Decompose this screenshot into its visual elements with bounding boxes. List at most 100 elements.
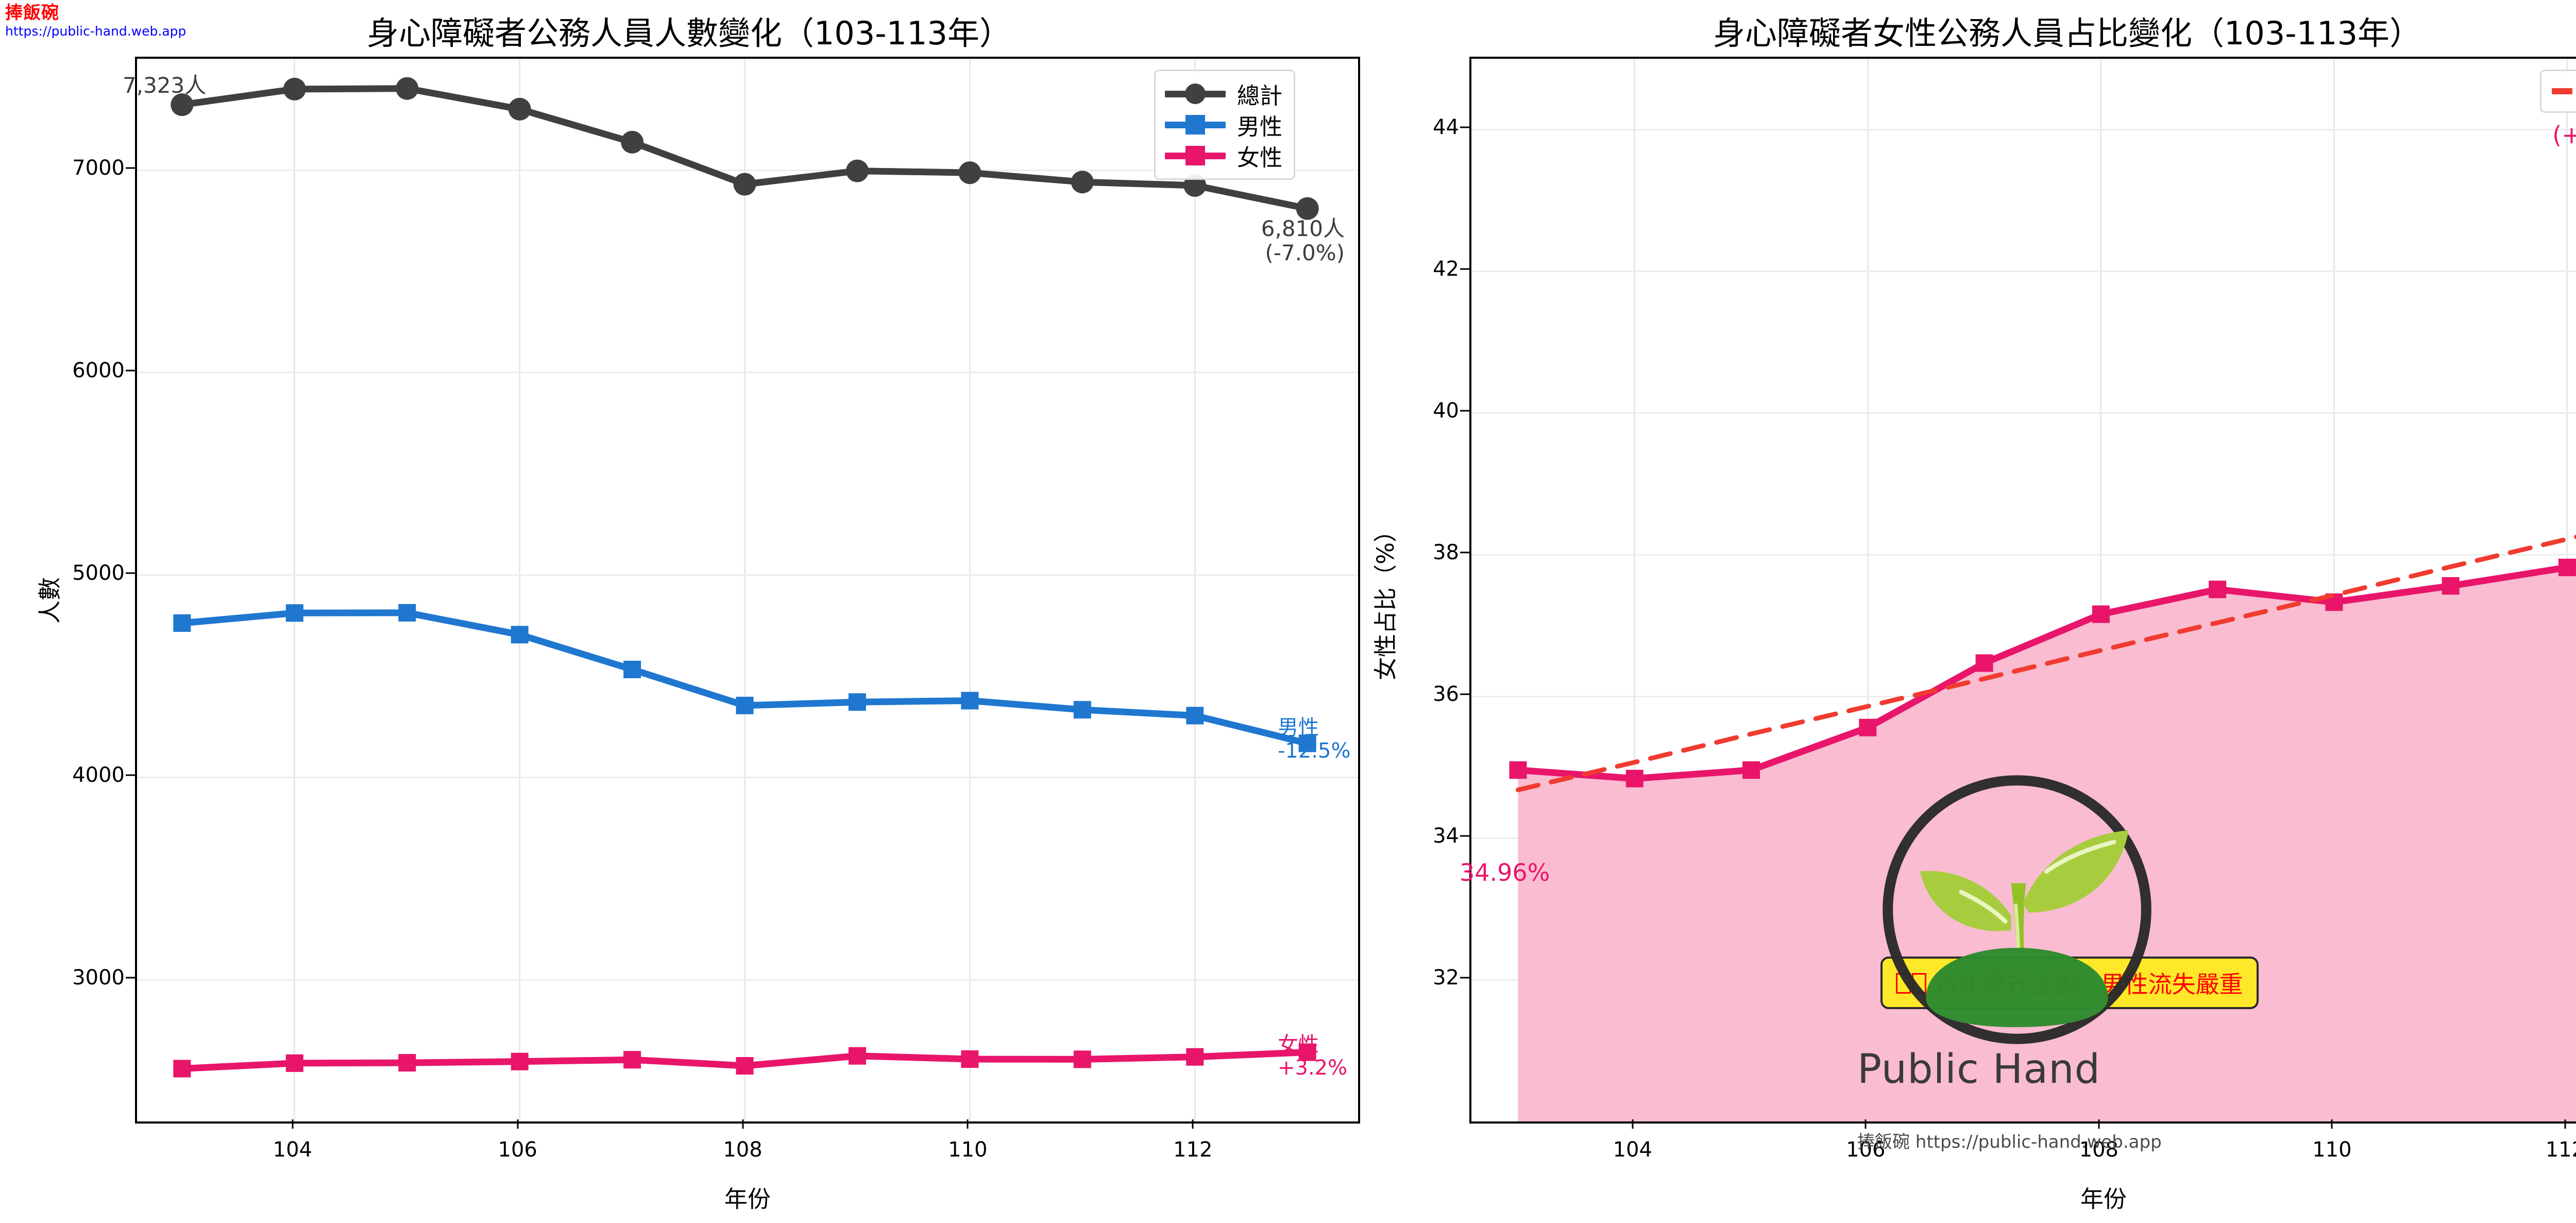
left-y-axis-label: 人數: [36, 577, 63, 624]
annotation-total-start: 7,323人: [123, 73, 207, 98]
legend-item-male[interactable]: 男性: [1165, 109, 1282, 140]
y-tick-label: 44: [1433, 115, 1459, 140]
series-line-趨勢線: [1516, 534, 2576, 793]
right-y-axis-label: 女性占比（%）: [1372, 519, 1399, 680]
gridline-horizontal: [137, 574, 1358, 576]
y-tick-label: 32: [1433, 966, 1459, 990]
data-point: [285, 604, 303, 622]
gridline-vertical: [969, 59, 971, 1121]
data-point: [1071, 171, 1094, 194]
annotation-female-label: 女性: [1278, 1033, 1319, 1057]
x-tick-mark: [2098, 1119, 2100, 1129]
gridline-horizontal: [137, 169, 1358, 171]
data-point: [1298, 1043, 1316, 1061]
legend-item-total[interactable]: 總計: [1165, 78, 1282, 109]
legend-label-total: 總計: [1237, 83, 1282, 109]
data-point: [2092, 605, 2110, 623]
data-point: [961, 1050, 979, 1068]
legend-swatch-total: [1165, 83, 1226, 104]
x-tick-mark: [1632, 1119, 1634, 1129]
watermark-brand: 捧飯碗: [5, 3, 59, 23]
data-point: [1625, 769, 1643, 788]
left-plot-canvas: [137, 59, 1358, 1121]
y-tick-label: 6000: [72, 358, 125, 382]
x-tick-mark: [517, 1119, 519, 1129]
y-tick-label: 7000: [72, 156, 125, 180]
annotation-total-end-change: (-7.0%): [1265, 240, 1345, 266]
data-point: [958, 161, 981, 185]
gridline-vertical: [519, 59, 521, 1121]
legend-item-trend[interactable]: 趨勢線: [2552, 76, 2576, 106]
public-hand-logo: [1870, 763, 2164, 1057]
gridline-horizontal: [1471, 270, 2576, 272]
x-tick-label: 112: [2545, 1138, 2576, 1162]
left-chart-legend[interactable]: 總計 男性 女性: [1154, 70, 1295, 180]
series-line-男性: [178, 609, 1311, 747]
right-chart-legend[interactable]: 趨勢線: [2540, 70, 2576, 113]
data-point: [1073, 1050, 1091, 1068]
data-point: [1298, 734, 1316, 752]
data-point: [508, 97, 531, 121]
y-tick-mark: [126, 572, 135, 574]
annotation-male-change: -12.5%: [1278, 739, 1351, 763]
y-tick-mark: [1460, 126, 1469, 128]
series-area-女性占比: [1518, 562, 2576, 1121]
data-point: [845, 159, 869, 182]
y-tick-mark: [126, 167, 135, 169]
data-point: [733, 173, 756, 196]
right-chart-panel: 身心障礙者女性公務人員占比變化（103-113年） 32 34 36 38 40 42 44…: [1372, 0, 2576, 1223]
right-x-axis-label: 年份: [2080, 1185, 2127, 1213]
right-plot-canvas: [1471, 59, 2576, 1121]
x-tick-mark: [1192, 1119, 1194, 1129]
gridline-vertical: [1194, 59, 1196, 1121]
annotation-male: 男性 -12.5%: [1278, 716, 1351, 763]
gridline-horizontal: [1471, 128, 2576, 130]
y-tick-label: 5000: [72, 561, 125, 585]
left-x-axis-label: 年份: [724, 1185, 771, 1213]
annotation-female: 女性 +3.2%: [1278, 1033, 1347, 1080]
data-point: [1975, 654, 1993, 672]
gridline-vertical: [2100, 59, 2102, 1121]
data-point: [173, 1060, 191, 1078]
x-tick-label: 112: [1173, 1138, 1213, 1162]
data-point: [173, 614, 191, 632]
gridline-vertical: [294, 59, 296, 1121]
legend-swatch-male: [1165, 115, 1226, 135]
data-point: [1186, 1048, 1204, 1066]
annotation-pct-start: 34.96%: [1460, 859, 1550, 886]
annotation-pct-end: 38.78% (+3.82個百分點): [2465, 95, 2576, 148]
gridline-vertical: [1867, 59, 1869, 1121]
x-tick-mark: [967, 1119, 969, 1129]
sprout-in-circle-icon: [1883, 775, 2151, 1044]
gridline-horizontal: [137, 372, 1358, 374]
y-tick-mark: [1460, 551, 1469, 554]
x-tick-mark: [2564, 1119, 2566, 1129]
data-point: [961, 692, 979, 710]
x-tick-label: 104: [273, 1138, 312, 1162]
legend-label-male: 男性: [1237, 114, 1282, 140]
y-tick-label: 38: [1433, 541, 1459, 565]
data-point: [511, 1052, 529, 1070]
x-tick-label: 106: [1846, 1138, 1886, 1162]
legend-item-female[interactable]: 女性: [1165, 140, 1282, 171]
y-tick-label: 42: [1433, 257, 1459, 281]
data-point: [171, 93, 194, 116]
gridline-horizontal: [137, 776, 1358, 778]
y-tick-mark: [1460, 693, 1469, 695]
data-point: [398, 604, 416, 622]
y-tick-label: 34: [1433, 824, 1459, 848]
x-tick-mark: [742, 1119, 744, 1129]
data-point: [736, 1057, 754, 1075]
data-point: [736, 696, 754, 714]
x-tick-mark: [1865, 1119, 1867, 1129]
gridline-vertical: [1634, 59, 1636, 1121]
watermark-url: https://public-hand.web.app: [5, 24, 187, 39]
x-tick-label: 106: [498, 1138, 537, 1162]
y-tick-mark: [126, 774, 135, 776]
x-tick-mark: [2331, 1119, 2333, 1129]
data-point: [2442, 577, 2460, 595]
data-point: [285, 1054, 303, 1072]
x-tick-label: 110: [2312, 1138, 2352, 1162]
data-point: [848, 693, 866, 711]
